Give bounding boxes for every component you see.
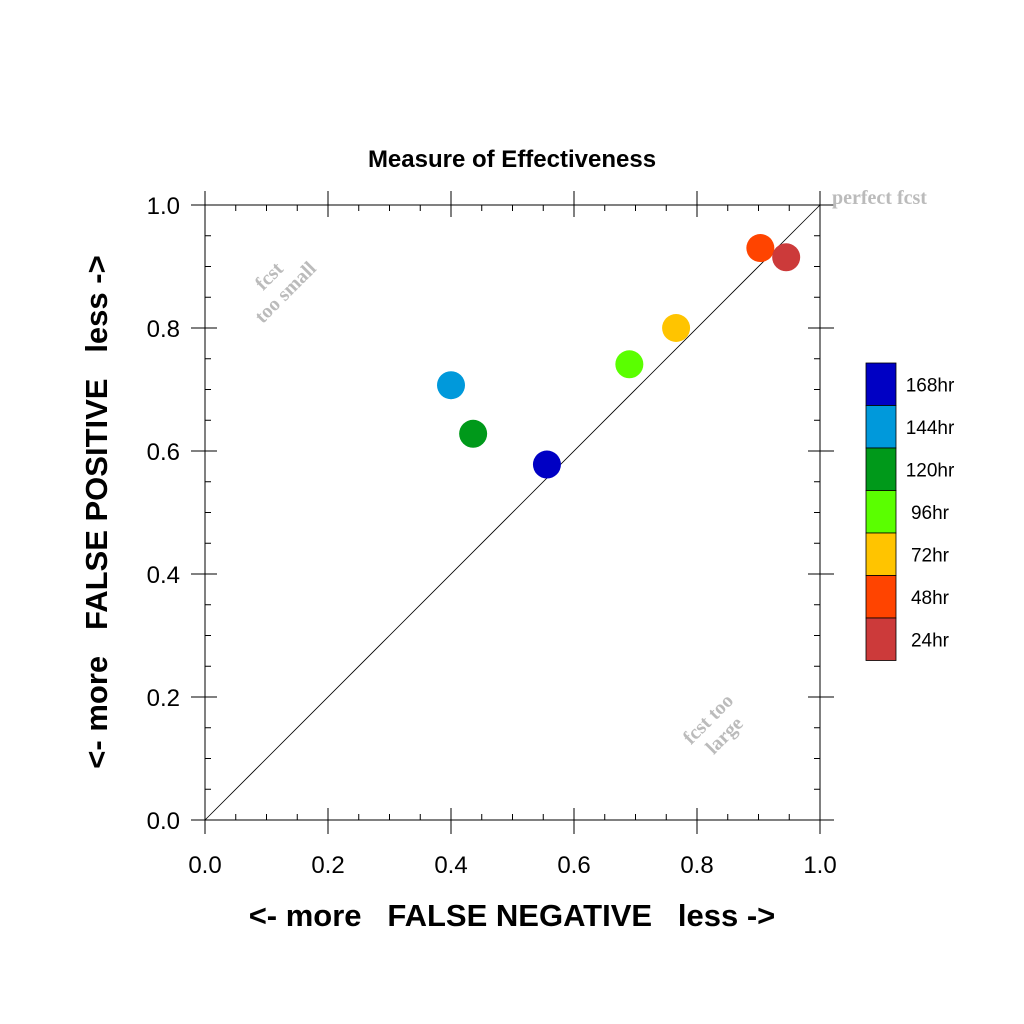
legend-label-120hr: 120hr xyxy=(906,460,955,481)
data-points xyxy=(437,234,801,479)
too-large-annotation: fcst too large xyxy=(679,690,748,759)
legend-label-24hr: 24hr xyxy=(911,630,950,651)
legend-swatch-168hr xyxy=(865,362,897,406)
axis-ticks xyxy=(191,191,834,834)
legend-swatch-144hr xyxy=(865,405,897,449)
point-144hr xyxy=(437,371,465,400)
too-small-annotation: fcst too small xyxy=(251,257,321,327)
y-tick-label: 0.2 xyxy=(147,685,180,712)
point-120hr xyxy=(459,419,488,448)
x-tick-label: 0.2 xyxy=(311,852,344,879)
legend-label-144hr: 144hr xyxy=(906,418,955,439)
legend-label-72hr: 72hr xyxy=(911,545,950,566)
x-tick-label: 0.8 xyxy=(680,852,713,879)
legend: 168hr 144hr 120hr 96hr 72hr 48hr 24hr xyxy=(865,362,955,661)
tick-labels: 0.0 0.2 0.4 0.6 0.8 1.0 0.0 0.2 0.4 0.6 0.8 1.0 xyxy=(147,193,837,879)
point-96hr xyxy=(615,350,644,379)
diagonal-line xyxy=(204,204,821,821)
point-168hr xyxy=(532,450,561,479)
y-axis-label: <- more FALSE POSITIVE less -> xyxy=(79,255,114,768)
y-tick-label: 0.6 xyxy=(147,439,180,466)
legend-swatch-72hr xyxy=(865,532,897,576)
point-24hr xyxy=(772,243,801,272)
legend-label-168hr: 168hr xyxy=(906,375,955,396)
x-axis-label: <- more FALSE NEGATIVE less -> xyxy=(249,898,776,933)
y-tick-label: 1.0 xyxy=(147,193,180,220)
legend-label-96hr: 96hr xyxy=(911,503,950,524)
x-tick-label: 0.6 xyxy=(557,852,590,879)
y-tick-label: 0.0 xyxy=(147,808,180,835)
legend-swatch-96hr xyxy=(865,490,897,534)
x-tick-label: 0.0 xyxy=(188,852,221,879)
x-tick-label: 0.4 xyxy=(434,852,467,879)
y-tick-label: 0.8 xyxy=(147,316,180,343)
perfect-fcst-annotation: perfect fcst xyxy=(832,187,927,209)
point-72hr xyxy=(662,314,691,342)
y-tick-label: 0.4 xyxy=(147,562,180,589)
legend-swatch-48hr xyxy=(865,575,897,619)
legend-swatch-120hr xyxy=(865,447,897,491)
chart-title: Measure of Effectiveness xyxy=(368,146,656,173)
point-48hr xyxy=(746,234,775,263)
x-tick-label: 1.0 xyxy=(803,852,836,879)
legend-label-48hr: 48hr xyxy=(911,588,950,609)
legend-swatch-24hr xyxy=(865,617,897,661)
